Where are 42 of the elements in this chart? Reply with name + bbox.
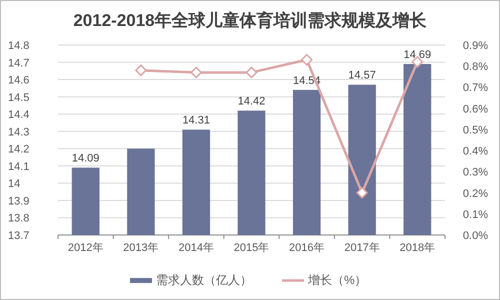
y-tick-label: 13.7: [8, 230, 30, 242]
data-label: 14.42: [238, 96, 266, 108]
point: [190, 66, 202, 78]
y2-tick-label: 0.2%: [462, 188, 488, 200]
data-label: 14.57: [348, 70, 376, 82]
y-tick-label: 14.2: [8, 144, 30, 156]
data-label: 14.69: [404, 49, 432, 61]
y2-tick-label: 0.3%: [462, 166, 488, 179]
x-tick-label: 2018年: [400, 242, 436, 254]
y-tick-label: 14.4: [8, 109, 30, 122]
y-tick-label: 14.5: [8, 92, 30, 104]
y-tick-label: 14.7: [8, 57, 30, 70]
point: [246, 66, 258, 78]
data-label: 14.31: [182, 114, 210, 127]
y2-tick-label: 0.9%: [462, 40, 488, 52]
y2-tick-label: 0.4%: [462, 146, 488, 158]
y-tick-label: 13.9: [8, 195, 30, 208]
legend-label: 增长（%）: [307, 273, 367, 287]
point: [356, 187, 368, 199]
x-tick-label: 2013年: [123, 242, 159, 254]
point: [301, 54, 313, 66]
y2-tick-label: 0.1%: [462, 208, 488, 221]
y2-tick-label: 0.8%: [462, 61, 488, 74]
y2-tick-label: 0.6%: [462, 103, 488, 116]
y-tick-label: 14: [8, 178, 20, 190]
y2-tick-label: 0.7%: [462, 82, 488, 94]
title: 2012-2018年全球儿童体育培训需求规模及增长: [73, 11, 427, 30]
y-tick-label: 14.6: [8, 74, 30, 87]
x-tick-label: 2014年: [178, 242, 214, 254]
x-tick-label: 2015年: [234, 242, 270, 254]
point: [135, 64, 147, 76]
x-tick-label: 2016年: [289, 242, 325, 254]
y-tick-label: 14.1: [8, 160, 30, 173]
x-tick-label: 2012年: [68, 242, 104, 254]
legend-label: 需求人数（亿人）: [156, 273, 252, 287]
y-tick-label: 13.8: [8, 212, 30, 225]
y-tick-label: 14.8: [8, 40, 30, 52]
data-label: 14.09: [72, 152, 100, 165]
y-tick-label: 14.3: [8, 126, 30, 138]
x-tick-label: 2017年: [344, 242, 380, 254]
y2-tick-label: 0.0%: [462, 230, 488, 242]
y2-tick-label: 0.5%: [462, 124, 488, 136]
